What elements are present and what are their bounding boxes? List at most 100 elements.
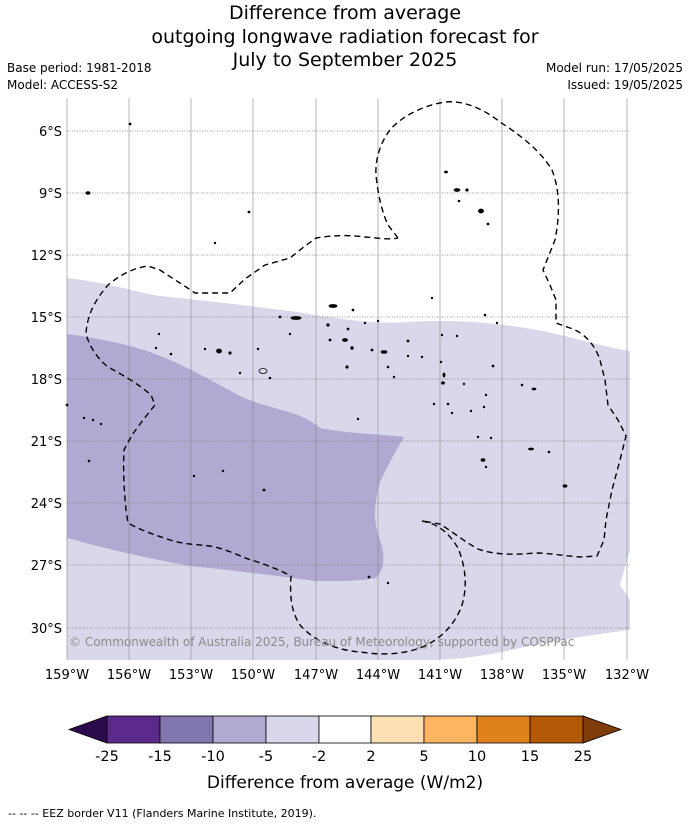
island xyxy=(345,365,349,369)
lon-label-144w: 144°W xyxy=(356,668,400,683)
island xyxy=(351,308,355,312)
colorbar: -25 -15 -10 -5 -2 2 5 10 15 25 Differenc… xyxy=(67,715,623,793)
island xyxy=(65,403,69,407)
lon-label-153w: 153°W xyxy=(169,668,213,683)
colorbar-segment xyxy=(212,715,267,744)
island xyxy=(531,387,537,391)
island xyxy=(462,382,466,386)
colorbar-tick: -25 xyxy=(95,749,119,765)
island xyxy=(367,575,371,579)
lon-label-138w: 138°W xyxy=(480,668,524,683)
island xyxy=(85,191,91,195)
lat-label-21s: 21°S xyxy=(31,435,62,450)
island xyxy=(484,393,488,397)
island xyxy=(221,469,225,473)
colorbar-tick-labels: -25 -15 -10 -5 -2 2 5 10 15 25 xyxy=(95,749,592,765)
lat-label-6s: 6°S xyxy=(39,125,62,140)
colorbar-segment xyxy=(106,715,161,744)
issued-date: Issued: 19/05/2025 xyxy=(567,78,683,92)
island xyxy=(469,409,473,413)
island xyxy=(465,188,469,192)
colorbar-tick: -2 xyxy=(312,749,326,765)
island xyxy=(278,315,282,319)
lon-label-156w: 156°W xyxy=(107,668,151,683)
island xyxy=(486,222,490,226)
colorbar-tick: -10 xyxy=(201,749,225,765)
island xyxy=(238,371,242,375)
island xyxy=(363,321,367,325)
island xyxy=(446,402,450,406)
island xyxy=(562,484,568,488)
island xyxy=(328,304,338,308)
island xyxy=(87,459,91,463)
island xyxy=(342,338,348,342)
island xyxy=(268,376,272,380)
island xyxy=(99,422,103,426)
island xyxy=(439,360,443,364)
island xyxy=(430,296,434,300)
model-name: Model: ACCESS-S2 xyxy=(7,78,119,92)
island xyxy=(82,416,86,420)
island xyxy=(216,348,222,354)
colorbar-tick: 15 xyxy=(521,749,539,765)
colorbar-tick: 25 xyxy=(574,749,592,765)
colorbar-segment xyxy=(159,715,214,744)
island xyxy=(392,375,396,379)
island xyxy=(432,402,436,406)
island xyxy=(457,199,461,203)
colorbar-tick: -5 xyxy=(259,749,273,765)
island xyxy=(370,348,374,352)
island xyxy=(356,417,360,421)
lon-label-141w: 141°W xyxy=(418,668,462,683)
island xyxy=(386,581,390,585)
lon-label-150w: 150°W xyxy=(231,668,275,683)
lat-label-18s: 18°S xyxy=(31,373,62,388)
island xyxy=(380,350,388,354)
colorbar-title: Difference from average (W/m2) xyxy=(207,773,483,793)
longitude-labels: 159°W 156°W 153°W 150°W 147°W 144°W 141°… xyxy=(45,668,649,683)
island xyxy=(247,210,251,214)
eez-border-french-polynesia xyxy=(85,234,466,655)
model-run: Model run: 17/05/2025 xyxy=(545,61,683,75)
island xyxy=(328,338,332,342)
island xyxy=(495,321,499,325)
island xyxy=(491,364,495,368)
island xyxy=(128,122,132,126)
eez-borders xyxy=(85,101,627,655)
island xyxy=(440,333,444,337)
island xyxy=(406,339,410,343)
island xyxy=(450,411,454,415)
island xyxy=(420,355,424,359)
colorbar-extend-high xyxy=(582,715,623,744)
colorbar-tick: -15 xyxy=(148,749,172,765)
island xyxy=(453,188,461,192)
colorbar-segment xyxy=(476,715,531,744)
base-period: Base period: 1981-2018 xyxy=(7,61,152,75)
copyright-text: © Commonwealth of Australia 2025, Bureau… xyxy=(69,635,574,649)
colorbar-segments xyxy=(106,715,584,744)
map-panel xyxy=(67,278,630,660)
colorbar-segment xyxy=(318,715,372,744)
eez-legend-note: -- -- -- EEZ border V11 (Flanders Marine… xyxy=(8,807,317,820)
lat-label-15s: 15°S xyxy=(31,311,62,326)
lat-label-27s: 27°S xyxy=(31,559,62,574)
island xyxy=(91,418,95,422)
islands xyxy=(65,122,568,585)
lat-label-30s: 30°S xyxy=(31,622,62,637)
colorbar-extend-low xyxy=(67,715,108,744)
colorbar-segment xyxy=(529,715,584,744)
colorbar-tick: 10 xyxy=(468,749,486,765)
colorbar-segment xyxy=(370,715,425,744)
island xyxy=(386,365,390,369)
lat-label-9s: 9°S xyxy=(39,187,62,202)
map-title: Difference from average outgoing longwav… xyxy=(0,2,690,73)
colorbar-tick: 5 xyxy=(419,749,428,765)
island xyxy=(483,313,487,317)
island xyxy=(528,447,534,451)
title-line-3: July to September 2025 xyxy=(232,49,458,71)
island xyxy=(228,351,232,355)
title-line-2: outgoing longwave radiation forecast for xyxy=(151,25,539,48)
island xyxy=(346,327,350,331)
lat-label-12s: 12°S xyxy=(31,249,62,264)
